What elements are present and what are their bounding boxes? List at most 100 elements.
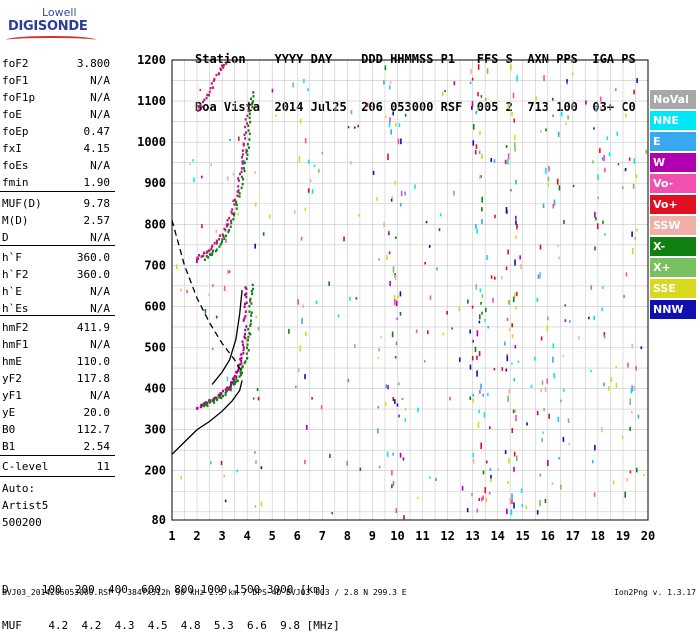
- echo-trace-point: [240, 186, 243, 190]
- noise-echo: [271, 88, 274, 93]
- noise-echo: [388, 122, 391, 128]
- echo-trace-point: [247, 327, 250, 331]
- noise-echo: [459, 357, 461, 362]
- echo-trace-point: [215, 248, 218, 251]
- noise-echo: [507, 153, 510, 160]
- echo-trace-point: [212, 86, 215, 89]
- param-key: fxI: [2, 142, 22, 155]
- echo-trace-point: [243, 305, 246, 309]
- noise-echo: [480, 442, 482, 449]
- noise-echo: [309, 179, 312, 183]
- noise-echo: [225, 238, 227, 243]
- noise-echo: [534, 356, 536, 361]
- noise-echo: [637, 414, 640, 419]
- noise-echo: [396, 317, 398, 320]
- echo-trace-point: [220, 396, 223, 400]
- echo-trace-point: [237, 189, 240, 192]
- noise-echo: [501, 367, 504, 371]
- noise-echo: [547, 459, 549, 467]
- noise-echo: [305, 424, 308, 430]
- noise-echo: [567, 418, 570, 424]
- param-row-d: D N/A: [2, 229, 110, 246]
- noise-echo: [558, 456, 560, 460]
- noise-echo: [307, 159, 310, 164]
- noise-echo: [603, 154, 605, 162]
- echo-trace-point: [250, 97, 253, 101]
- param-row-yf1: yF1 N/A: [2, 387, 110, 404]
- noise-echo: [599, 96, 602, 102]
- echo-trace-point: [238, 192, 241, 195]
- noise-echo: [392, 452, 395, 456]
- noise-echo: [565, 122, 567, 126]
- echo-trace-point: [244, 328, 247, 332]
- noise-echo: [337, 314, 340, 318]
- echo-trace-point: [206, 93, 209, 97]
- echo-trace-point: [227, 228, 230, 232]
- noise-echo: [558, 185, 561, 191]
- echo-trace-point: [213, 401, 216, 404]
- noise-echo: [516, 75, 518, 82]
- noise-echo: [350, 161, 352, 165]
- echo-trace-point: [243, 161, 246, 165]
- noise-echo: [476, 355, 478, 360]
- echo-trace-point: [224, 228, 227, 232]
- echo-trace-point: [243, 169, 246, 173]
- noise-echo: [302, 304, 304, 308]
- noise-echo: [557, 244, 559, 248]
- echo-trace-point: [215, 73, 218, 77]
- noise-echo: [307, 88, 309, 92]
- noise-echo: [427, 330, 429, 335]
- echo-trace-point: [214, 249, 217, 253]
- echo-trace-point: [225, 234, 228, 238]
- noise-echo: [305, 331, 307, 337]
- y-tick-label: 800: [144, 217, 166, 231]
- echo-trace-point: [210, 245, 213, 249]
- echo-trace-point: [246, 346, 249, 350]
- noise-echo: [603, 334, 606, 339]
- param-key: h`E: [2, 285, 22, 298]
- noise-echo: [536, 410, 539, 416]
- param-value: 9.78: [83, 197, 111, 210]
- noise-echo: [313, 164, 316, 168]
- noise-echo: [530, 384, 533, 388]
- echo-trace-point: [237, 179, 240, 182]
- echo-trace-point: [221, 394, 224, 398]
- noise-echo: [180, 475, 183, 480]
- noise-echo: [425, 220, 428, 224]
- noise-echo: [329, 453, 331, 458]
- noise-echo: [615, 382, 618, 388]
- noise-echo: [453, 190, 455, 196]
- echo-trace-point: [221, 233, 224, 236]
- echo-trace-point: [223, 237, 226, 240]
- echo-trace-point: [218, 234, 221, 237]
- noise-echo: [630, 388, 633, 394]
- noise-echo: [237, 136, 240, 141]
- file-info: BVJ03_2014206053000.RSF / 384fx512h 50 k…: [2, 588, 407, 597]
- echo-trace-point: [245, 122, 248, 125]
- echo-trace-point: [235, 377, 238, 381]
- noise-echo: [614, 88, 617, 91]
- noise-echo: [535, 96, 538, 101]
- param-separator: [0, 455, 115, 456]
- echo-trace-point: [249, 120, 252, 124]
- noise-echo: [389, 80, 392, 84]
- noise-echo: [472, 140, 475, 146]
- param-value: 112.7: [76, 423, 110, 436]
- echo-trace-point: [226, 386, 229, 389]
- noise-echo: [544, 498, 547, 503]
- noise-echo: [378, 348, 380, 352]
- muf-table: D 100 200 400 600 800 1000 1500 3000 [km…: [2, 560, 340, 644]
- noise-echo: [328, 281, 330, 286]
- param-key: MUF(D): [2, 197, 42, 210]
- echo-trace-point: [237, 367, 240, 370]
- noise-echo: [621, 435, 624, 439]
- noise-echo: [631, 344, 634, 349]
- noise-echo: [514, 135, 516, 141]
- noise-echo: [311, 397, 313, 400]
- echo-trace-point: [245, 301, 248, 304]
- logo-swoosh-icon: [6, 36, 96, 44]
- y-tick-label: 1100: [137, 94, 166, 108]
- noise-echo: [601, 307, 603, 312]
- noise-echo: [469, 396, 472, 401]
- noise-echo: [482, 393, 484, 397]
